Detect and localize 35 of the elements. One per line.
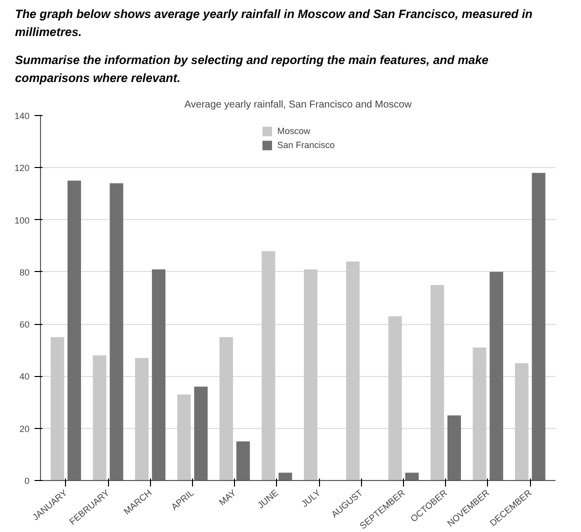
bar <box>490 272 504 480</box>
bar <box>346 262 360 480</box>
bar <box>110 183 124 480</box>
bar <box>92 355 106 480</box>
y-tick-label: 120 <box>14 163 30 174</box>
text: The graph below shows average yearly rainfall in Moscow and San Francisco, measured in millimetres. <box>15 6 534 41</box>
bar <box>262 251 276 480</box>
bar <box>135 358 149 480</box>
y-tick-label: 40 <box>19 372 30 382</box>
y-tick-label: 60 <box>19 320 30 330</box>
y-tick-label: 80 <box>19 267 30 278</box>
bar <box>68 180 82 480</box>
bar <box>50 337 64 480</box>
bar <box>278 472 292 480</box>
legend-label: Moscow <box>277 126 310 136</box>
bar <box>514 363 528 480</box>
bar <box>304 269 318 480</box>
bar <box>152 269 166 480</box>
chart-title: Average yearly rainfall, San Francisco and Moscow <box>184 100 412 110</box>
bar <box>388 316 402 480</box>
y-tick-label: 100 <box>14 215 30 226</box>
bar <box>430 284 444 480</box>
bar <box>219 337 233 480</box>
bar <box>177 394 191 480</box>
y-tick-label: 20 <box>19 424 30 434</box>
bar <box>236 441 250 480</box>
legend-label: San Francisco <box>277 140 335 150</box>
bar <box>405 472 419 480</box>
bar <box>532 172 546 480</box>
bar <box>447 415 461 480</box>
y-tick-label: 0 <box>24 476 30 486</box>
text: Summarise the information by selecting and reporting the main features, and make comparisons where relevant. <box>15 52 490 87</box>
bar <box>194 386 208 480</box>
y-tick-label: 140 <box>14 111 30 121</box>
bar <box>472 348 486 480</box>
